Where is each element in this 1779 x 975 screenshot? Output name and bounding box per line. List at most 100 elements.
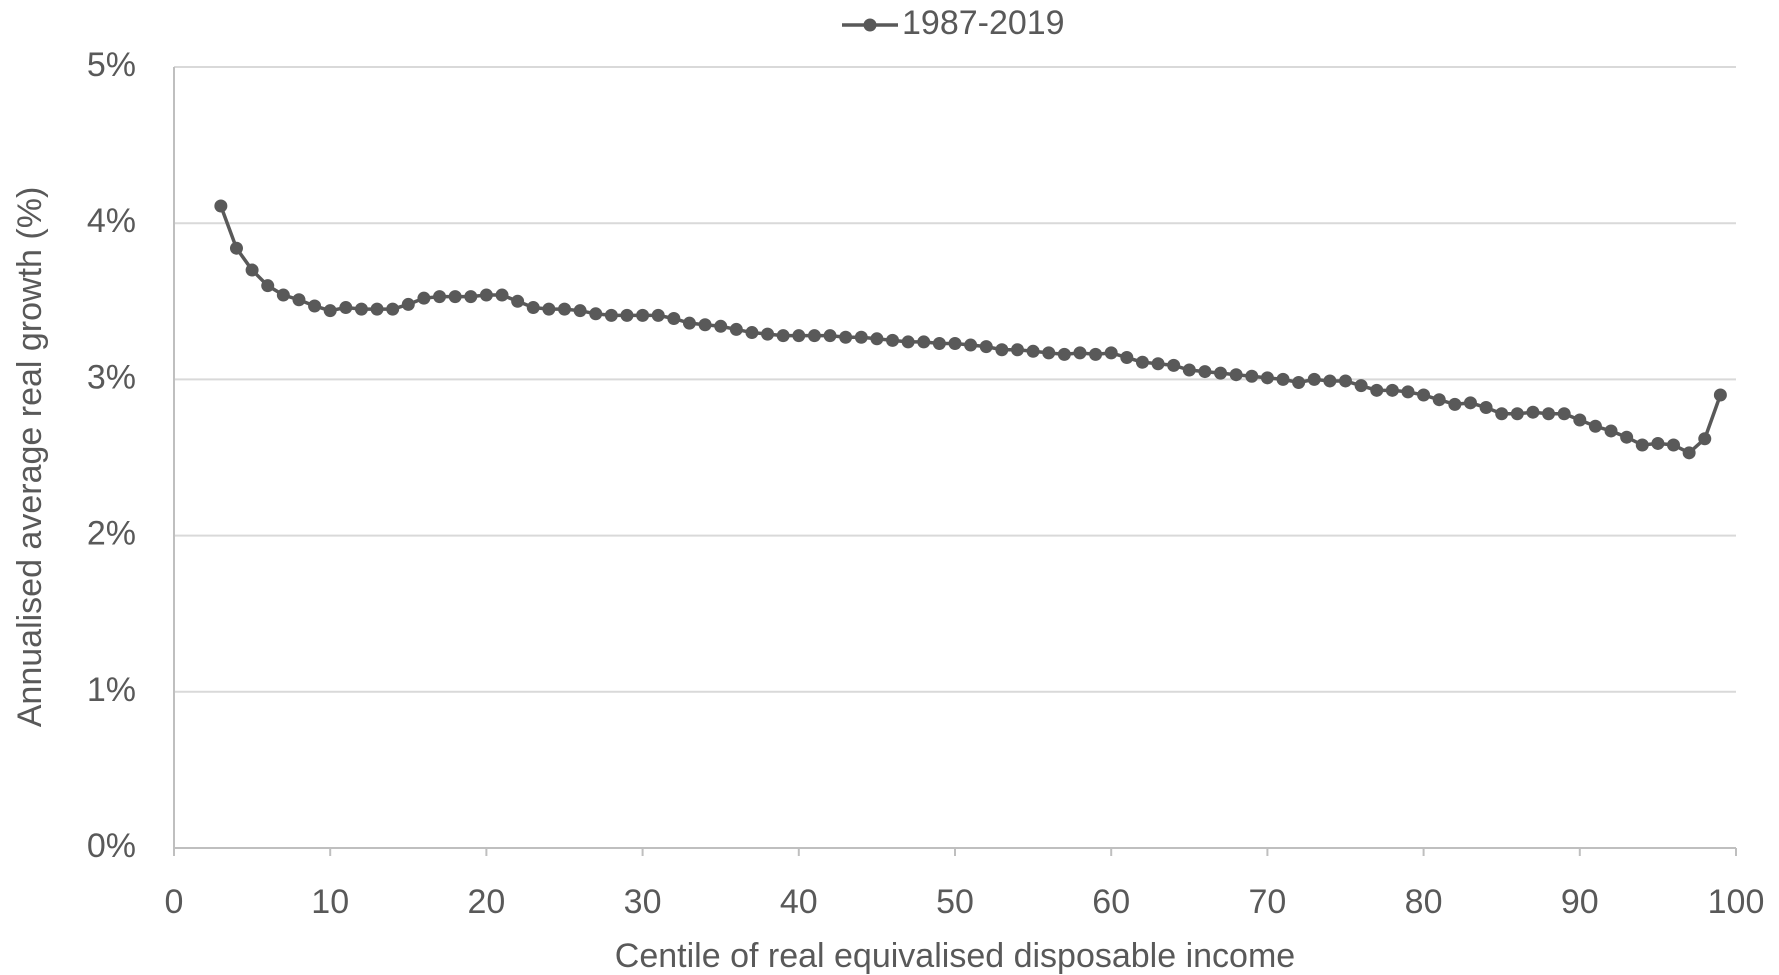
data-point [1557,407,1571,421]
data-point [1026,344,1040,358]
data-point [292,293,306,307]
x-tick-label: 0 [165,883,184,921]
data-point [1307,372,1321,386]
y-tick-label: 0% [87,827,136,865]
data-point [1151,357,1165,371]
data-point [1354,379,1368,393]
data-point [370,302,384,316]
data-point [1713,388,1727,402]
data-point [214,199,228,213]
y-tick-label: 4% [87,202,136,240]
data-point [495,288,509,302]
x-tick-label: 60 [1092,883,1130,921]
data-point [901,335,915,349]
y-axis-title: Annualised average real growth (%) [11,187,49,728]
x-tick-label: 80 [1405,883,1443,921]
data-point [1135,355,1149,369]
data-point [1370,383,1384,397]
y-tick-label: 3% [87,358,136,396]
data-point [729,322,743,336]
data-point [229,241,243,255]
data-point [1463,396,1477,410]
data-point [1573,413,1587,427]
x-tick-label: 50 [936,883,974,921]
data-point [1089,347,1103,361]
data-point [823,329,837,343]
data-point [1448,397,1462,411]
data-line [219,205,1723,455]
data-point [1167,358,1181,372]
data-point [964,338,978,352]
data-point [1417,388,1431,402]
data-point [714,319,728,333]
x-tick-label: 90 [1561,883,1599,921]
data-point [323,304,337,318]
data-point [1323,374,1337,388]
y-tick-label: 1% [87,671,136,709]
data-point [1526,405,1540,419]
data-point [761,327,775,341]
data-point [1010,343,1024,357]
data-point [589,307,603,321]
data-point [464,290,478,304]
data-point [433,290,447,304]
data-point [542,302,556,316]
data-point [1339,374,1352,388]
data-point [807,329,821,343]
data-point [745,326,759,340]
data-point [417,291,431,305]
data-point [1651,436,1665,450]
data-point [386,302,400,316]
data-point [854,330,868,344]
data-point [1182,363,1196,377]
data-point [1042,346,1056,360]
data-point [1682,446,1696,460]
data-point [932,336,946,350]
x-tick-label: 30 [624,883,662,921]
data-point [1276,372,1290,386]
x-axis-title: Centile of real equivalised disposable i… [615,937,1295,975]
data-point [261,279,275,293]
data-point [1401,385,1415,399]
data-point [1620,430,1634,444]
data-point [1073,346,1087,360]
x-tick-label: 40 [780,883,818,921]
data-point [1385,383,1399,397]
x-tick-label: 20 [467,883,505,921]
data-point [917,335,931,349]
data-point [839,330,853,344]
data-point [511,294,525,308]
data-point [245,263,259,277]
data-point [479,288,493,302]
data-point [620,308,634,322]
y-tick-label: 5% [87,46,136,84]
data-point [651,308,665,322]
data-point [995,343,1009,357]
data-point [308,299,322,313]
data-point [1667,438,1681,452]
data-point [1245,369,1259,383]
data-point [1120,351,1134,365]
data-point [1198,365,1212,379]
data-point [1542,407,1556,421]
x-tick-label: 100 [1708,883,1765,921]
data-point [1635,438,1649,452]
data-point [448,290,462,304]
data-point [604,308,618,322]
data-point [682,316,696,330]
legend-label: 1987-2019 [902,4,1065,42]
data-point [1588,419,1602,433]
data-point [1510,407,1524,421]
data-point [1432,393,1446,407]
data-point [276,288,290,302]
data-point [1604,424,1618,438]
data-point [1260,371,1274,385]
data-point [1214,366,1228,380]
y-tick-label: 2% [87,515,136,553]
data-point [698,318,712,332]
data-point [792,329,806,343]
data-point [979,340,993,354]
data-point [636,308,650,322]
data-point [573,304,587,318]
